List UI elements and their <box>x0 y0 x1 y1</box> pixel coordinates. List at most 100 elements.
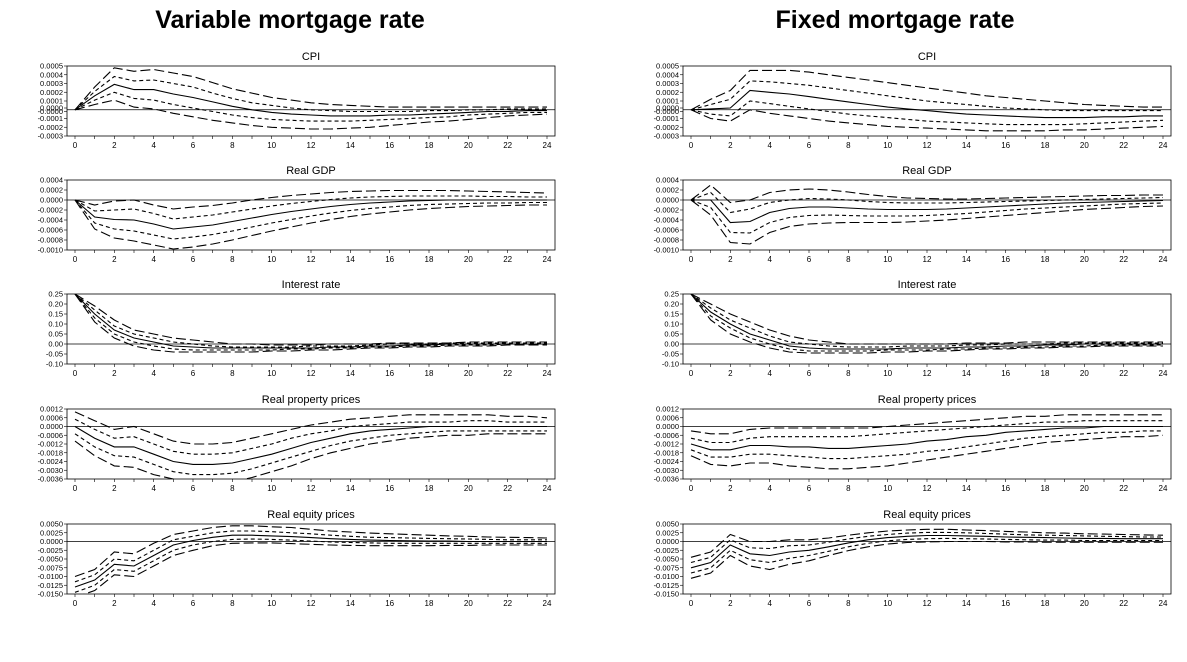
y-tick-label: -0.0025 <box>38 546 63 555</box>
y-tick-label: 0.0004 <box>656 70 679 79</box>
panel-9: Real equity prices0.00500.00250.0000-0.0… <box>654 509 1172 608</box>
x-tick-label: 20 <box>464 141 473 150</box>
y-tick-label: -0.10 <box>46 360 63 369</box>
x-tick-label: 16 <box>1001 255 1010 264</box>
series-line-3 <box>74 430 547 476</box>
y-tick-label: -0.0012 <box>654 440 679 449</box>
plot-frame <box>66 408 556 480</box>
y-tick-label: 0.0002 <box>656 88 679 97</box>
series-line-3 <box>690 199 1164 234</box>
series-line-4 <box>690 199 1164 245</box>
y-tick-label: -0.0018 <box>654 448 679 457</box>
x-tick-label: 8 <box>230 484 235 493</box>
y-tick-label: -0.0012 <box>38 440 63 449</box>
y-tick-label: 0.0004 <box>40 70 63 79</box>
x-tick-label: 20 <box>464 599 473 608</box>
series-line-0 <box>690 528 1164 558</box>
y-tick-label: 0.0000 <box>656 422 679 431</box>
x-tick-label: 22 <box>1119 141 1128 150</box>
panel-6: Real property prices0.00120.00060.0000-0… <box>38 394 556 493</box>
x-tick-label: 8 <box>230 369 235 378</box>
x-tick-label: 16 <box>1001 484 1010 493</box>
x-tick-label: 4 <box>767 369 772 378</box>
y-tick-label: -0.0024 <box>38 457 63 466</box>
x-tick-label: 12 <box>923 141 932 150</box>
y-tick-label: -0.0075 <box>38 563 63 572</box>
x-tick-label: 2 <box>112 141 117 150</box>
y-tick-label: -0.0050 <box>38 555 63 564</box>
x-tick-label: 6 <box>191 599 196 608</box>
x-tick-label: 12 <box>307 369 316 378</box>
series-line-0 <box>690 414 1163 435</box>
x-tick-label: 12 <box>307 255 316 264</box>
y-tick-label: -0.0002 <box>38 123 63 132</box>
y-tick-label: -0.0150 <box>38 590 63 599</box>
y-tick-label: 0.25 <box>48 290 63 299</box>
y-tick-label: -0.0002 <box>38 206 63 215</box>
x-tick-label: 8 <box>846 369 851 378</box>
y-tick-label: -0.0006 <box>654 226 679 235</box>
series-line-4 <box>690 540 1163 579</box>
x-tick-label: 0 <box>689 369 694 378</box>
x-tick-label: 16 <box>1001 599 1010 608</box>
x-tick-label: 24 <box>1159 484 1168 493</box>
x-tick-label: 4 <box>767 484 772 493</box>
series-line-4 <box>690 434 1164 470</box>
series-line-4 <box>83 542 547 594</box>
x-tick-label: 16 <box>385 599 394 608</box>
series-line-0 <box>74 525 548 578</box>
x-tick-label: 18 <box>1041 369 1050 378</box>
x-tick-label: 14 <box>346 369 355 378</box>
series-line-1 <box>690 294 1163 348</box>
y-tick-label: -0.10 <box>662 360 679 369</box>
y-tick-label: 0.15 <box>664 310 679 319</box>
x-tick-label: 22 <box>503 599 512 608</box>
series-line-1 <box>74 75 547 113</box>
x-tick-label: 18 <box>425 484 434 493</box>
x-tick-label: 16 <box>1001 141 1010 150</box>
x-tick-label: 6 <box>191 141 196 150</box>
series-line-1 <box>74 530 547 583</box>
y-tick-label: -0.0008 <box>654 236 679 245</box>
series-line-3 <box>690 430 1163 460</box>
x-tick-label: 4 <box>151 484 156 493</box>
x-tick-label: 2 <box>728 484 733 493</box>
x-tick-label: 6 <box>191 484 196 493</box>
x-tick-label: 4 <box>151 599 156 608</box>
series-line-2 <box>74 425 547 465</box>
x-tick-label: 10 <box>883 255 892 264</box>
y-tick-label: 0.0005 <box>40 62 63 71</box>
y-tick-label: -0.0150 <box>654 590 679 599</box>
y-tick-label: 0.0004 <box>40 176 63 185</box>
x-tick-label: 6 <box>807 599 812 608</box>
y-tick-label: -0.0100 <box>654 572 679 581</box>
x-tick-label: 20 <box>464 369 473 378</box>
x-tick-label: 12 <box>923 369 932 378</box>
x-tick-label: 0 <box>73 141 78 150</box>
y-tick-label: 0.0003 <box>40 79 63 88</box>
x-tick-label: 14 <box>962 255 971 264</box>
x-tick-label: 10 <box>267 141 276 150</box>
x-tick-label: 20 <box>1080 369 1089 378</box>
panel-8: Real equity prices0.00500.00250.0000-0.0… <box>38 509 556 608</box>
y-tick-label: 0.10 <box>48 320 63 329</box>
y-tick-label: 0.0025 <box>656 528 679 537</box>
y-tick-label: 0.0050 <box>656 520 679 529</box>
series-line-3 <box>74 538 547 593</box>
series-line-2 <box>74 83 547 117</box>
x-tick-label: 6 <box>807 141 812 150</box>
plot-frame <box>66 179 556 251</box>
series-line-1 <box>690 531 1163 564</box>
x-tick-label: 18 <box>1041 599 1050 608</box>
panel-3: Real GDP 0.00040.00020.0000-0.0002-0.0004… <box>654 165 1172 264</box>
y-tick-label: -0.0024 <box>654 457 679 466</box>
series-line-4 <box>74 433 547 479</box>
series-line-0 <box>74 67 547 111</box>
series-line-4 <box>74 199 547 250</box>
x-tick-label: 14 <box>962 369 971 378</box>
x-tick-label: 12 <box>923 484 932 493</box>
y-tick-label: 0.0000 <box>40 422 63 431</box>
x-tick-label: 22 <box>503 141 512 150</box>
y-tick-label: 0.0002 <box>656 186 679 195</box>
x-tick-label: 14 <box>346 141 355 150</box>
